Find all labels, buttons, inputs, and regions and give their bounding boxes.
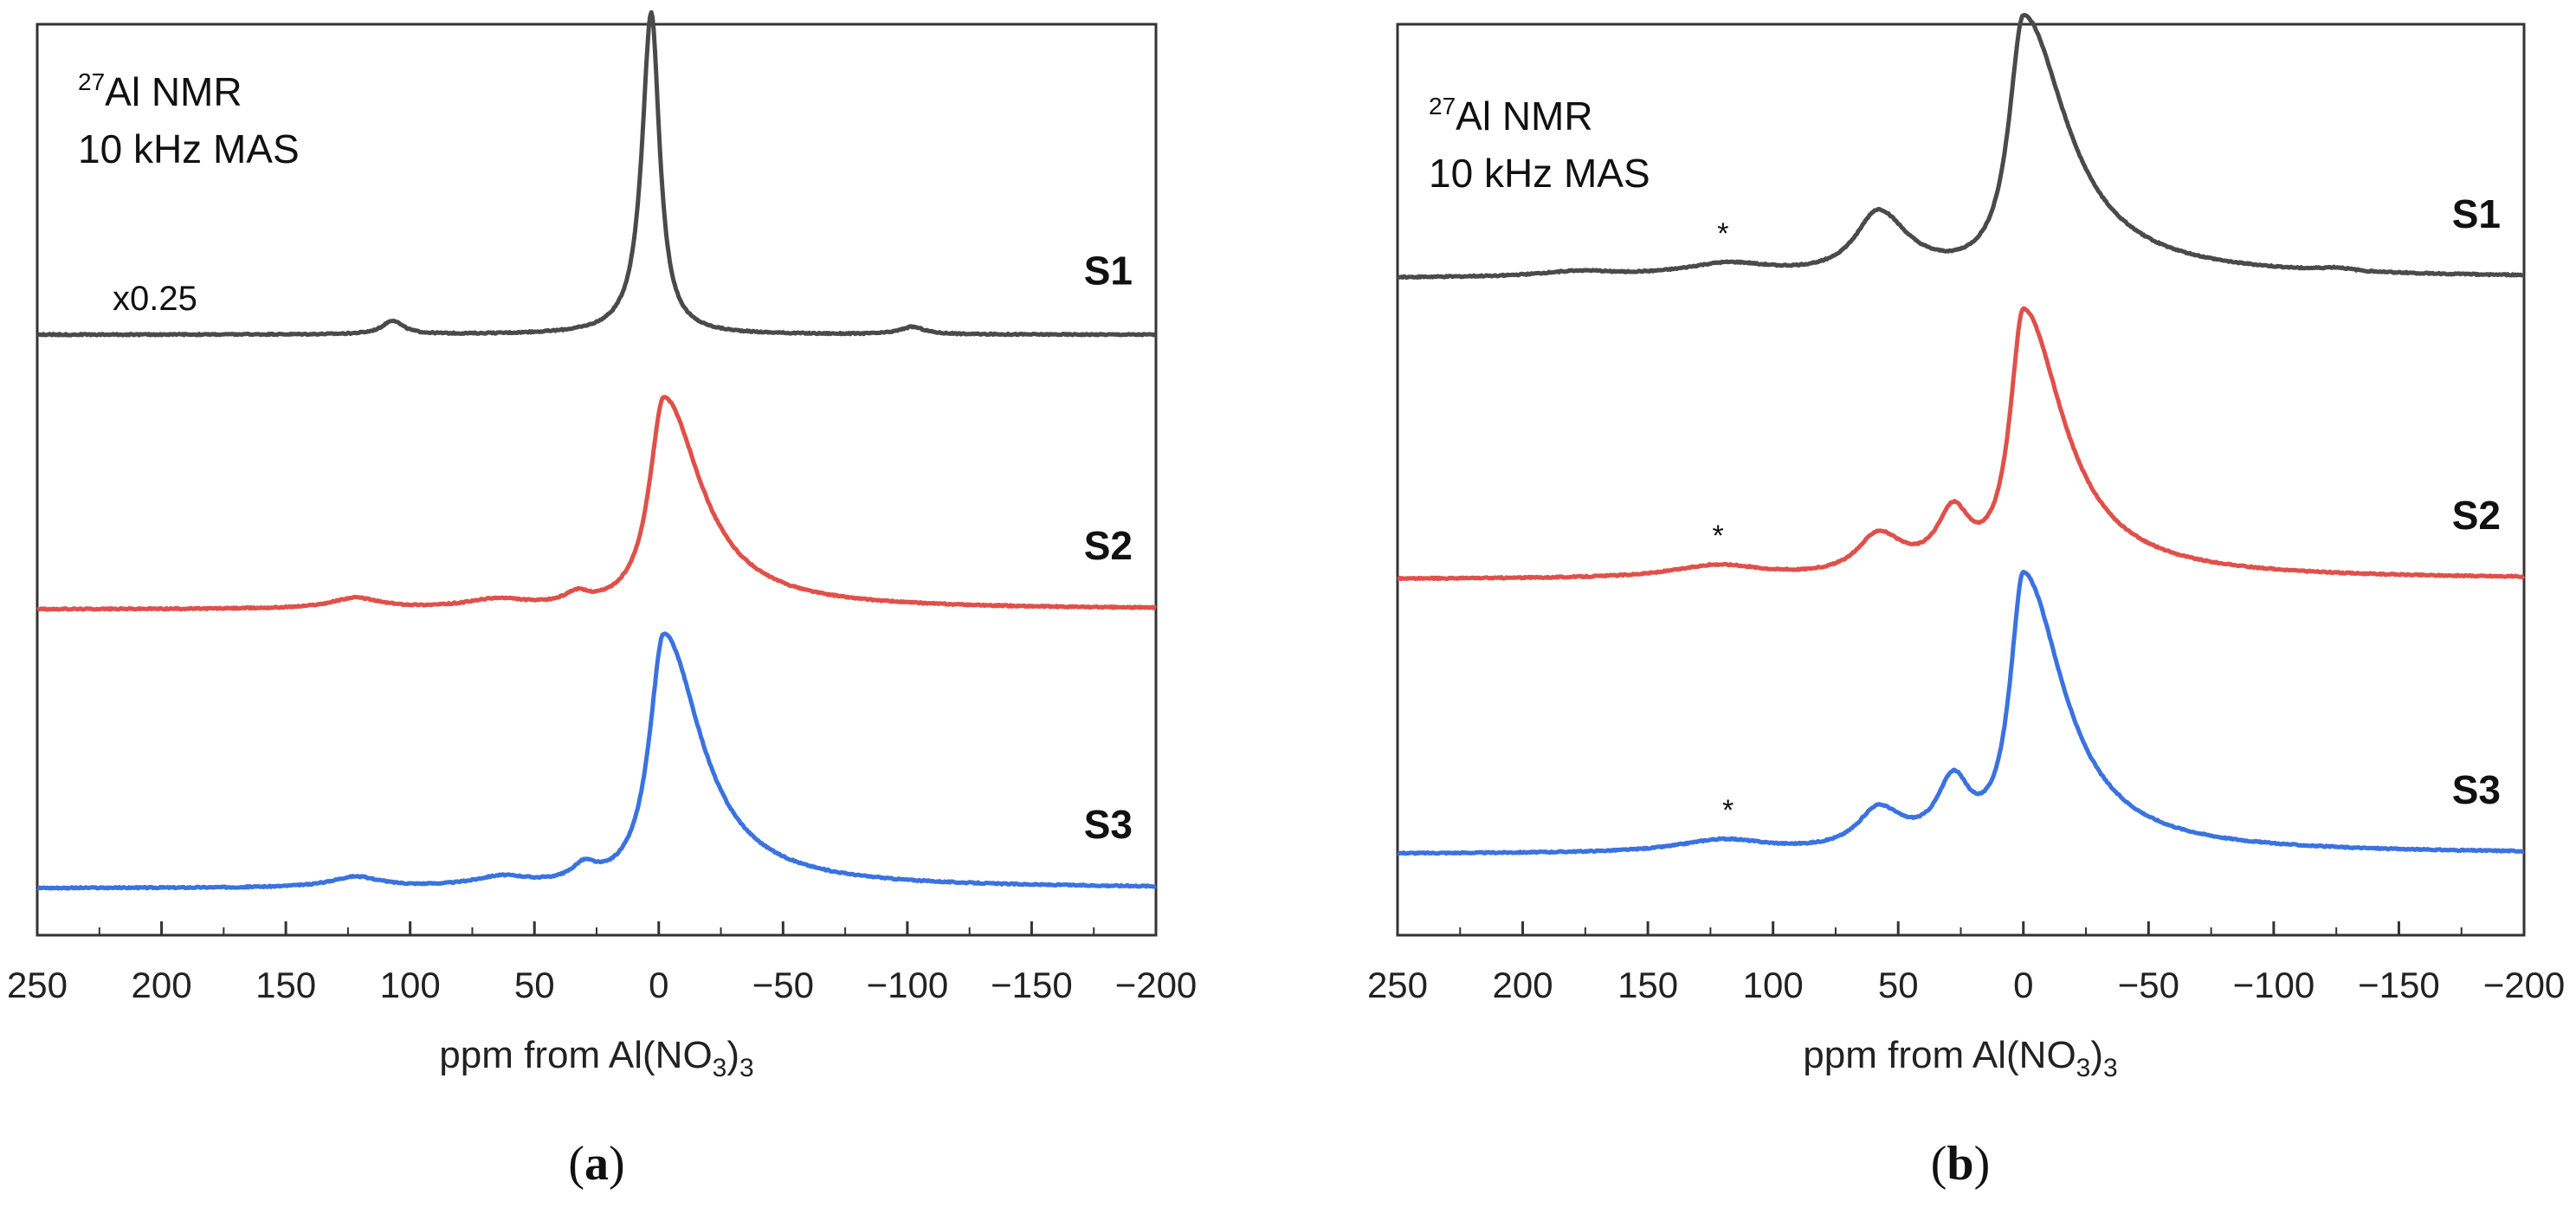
spectrum-line-s2 <box>36 395 1158 612</box>
nmr-title-main-a: Al NMR <box>105 69 242 114</box>
x-tick-label: 250 <box>1367 965 1428 1005</box>
x-tick-label: −100 <box>2233 965 2315 1005</box>
series-label-s2: S2 <box>2452 493 2501 538</box>
x-ticks-b: 250 200 150 100 50 0 −50 −100 −150 −200 <box>1367 921 2565 1005</box>
x-tick-label: 50 <box>514 965 555 1005</box>
x-tick-label: 0 <box>649 965 668 1005</box>
panel-letter-a: a <box>584 1137 609 1191</box>
nmr-title-main-b: Al NMR <box>1456 94 1592 139</box>
asterisk-annotation: * <box>1722 794 1733 827</box>
x-axis-title-sub2-b: 3 <box>2103 1054 2118 1082</box>
x-axis-title-end-b: ) <box>2090 1034 2103 1076</box>
x-tick-label: 100 <box>1743 965 1804 1005</box>
series-label-s2: S2 <box>1084 523 1133 568</box>
x-axis-title-sub2-a: 3 <box>739 1054 754 1082</box>
series-label-s3: S3 <box>2452 767 2501 812</box>
x-tick-label: 150 <box>255 965 316 1005</box>
spectrum-line-s3 <box>36 631 1158 891</box>
x-axis-title-sub-b: 3 <box>2076 1054 2091 1082</box>
panel-a: 250 200 150 100 50 0 −50 −100 −150 −200 S1 S2 S3 27… <box>7 10 1197 1191</box>
series-label-s1: S1 <box>1084 249 1133 294</box>
spectrum-line-s1 <box>36 10 1158 338</box>
mas-label-a: 10 kHz MAS <box>78 126 300 171</box>
series-label-s3: S3 <box>1084 802 1133 847</box>
x-axis-title-sub-a: 3 <box>713 1054 727 1082</box>
series-labels-b: S1 S2 S3 <box>2452 191 2501 812</box>
x-tick-label: −50 <box>752 965 814 1005</box>
spectrum-line-s3 <box>1396 569 2526 856</box>
x-tick-label: 50 <box>1878 965 1919 1005</box>
curves-b <box>1396 13 2526 856</box>
spectrum-line-s1 <box>1396 13 2526 281</box>
x-axis-title-a: ppm from Al(NO3)3 <box>439 1034 753 1082</box>
x-tick-label: −150 <box>2358 965 2440 1005</box>
panel-letter-b: b <box>1947 1137 1973 1191</box>
x-axis-title-end-a: ) <box>726 1034 739 1076</box>
x-tick-label: 200 <box>1493 965 1553 1005</box>
x-tick-label: −150 <box>991 965 1073 1005</box>
mas-label-b: 10 kHz MAS <box>1429 151 1650 196</box>
x-tick-label: −50 <box>2118 965 2179 1005</box>
x-tick-label: 100 <box>380 965 441 1005</box>
spectrum-line-s2 <box>1396 306 2526 582</box>
nmr-title-b: 27Al NMR <box>1429 93 1593 139</box>
x-tick-label: −200 <box>2483 965 2566 1005</box>
panel-label-b: (b) <box>1931 1137 1990 1191</box>
scale-note-a: x0.25 <box>113 280 197 318</box>
x-ticks-a: 250 200 150 100 50 0 −50 −100 −150 −200 <box>7 921 1197 1005</box>
series-label-s1: S1 <box>2452 191 2501 236</box>
x-axis-title-b: ppm from Al(NO3)3 <box>1803 1034 2117 1082</box>
x-tick-label: 200 <box>132 965 192 1005</box>
x-tick-label: −100 <box>867 965 949 1005</box>
asterisk-annotation: * <box>1717 217 1728 250</box>
series-labels-a: S1 S2 S3 <box>1084 249 1133 847</box>
x-tick-label: 150 <box>1617 965 1678 1005</box>
x-tick-label: −200 <box>1115 965 1198 1005</box>
panel-label-a: (a) <box>568 1137 624 1191</box>
asterisk-annotation: * <box>1712 520 1723 552</box>
asterisk-annotations-b: * * * <box>1712 217 1733 827</box>
x-tick-label: 0 <box>2013 965 2033 1005</box>
nmr-title-sup-b: 27 <box>1429 93 1456 119</box>
nmr-title-sup-a: 27 <box>78 68 105 95</box>
nmr-title-a: 27Al NMR <box>78 68 242 114</box>
x-axis-title-main-a: ppm from Al(NO <box>439 1034 712 1076</box>
x-tick-label: 250 <box>7 965 68 1005</box>
x-axis-title-main-b: ppm from Al(NO <box>1803 1034 2076 1076</box>
curves-a <box>36 10 1158 891</box>
